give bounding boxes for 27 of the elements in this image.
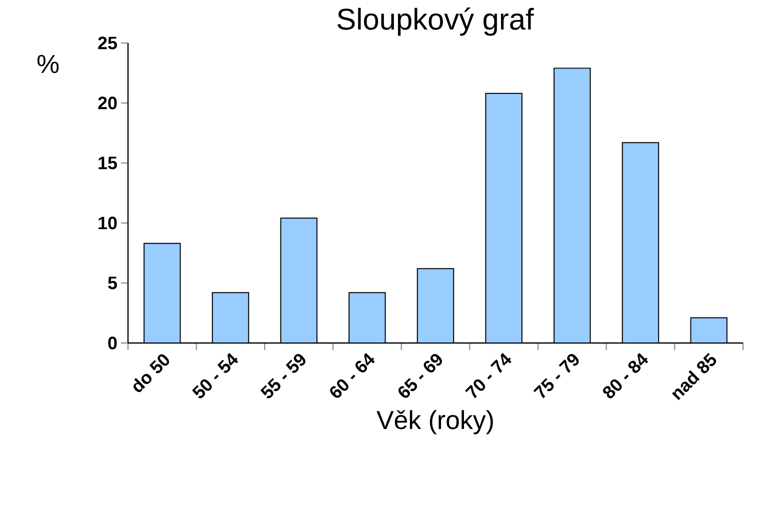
bar: [622, 142, 660, 343]
y-axis-title: %: [37, 54, 59, 74]
bar: [348, 292, 386, 343]
x-tick-label: do 50: [133, 354, 170, 392]
x-tick-label: 65 - 69: [398, 354, 442, 398]
x-tick-label: nad 85: [672, 352, 716, 400]
bar: [554, 68, 591, 343]
bar: [690, 317, 728, 343]
x-tick-label: 60 - 64: [330, 353, 375, 398]
x-axis-title: Věk (roky): [376, 410, 493, 434]
x-tick-label: 50 - 54: [192, 353, 238, 398]
bar: [416, 268, 454, 343]
x-tick-label: 55 - 59: [260, 354, 306, 398]
x-tick-label: 80 - 84: [603, 353, 648, 398]
y-tick-label: 15: [98, 156, 117, 170]
bar: [485, 92, 522, 343]
bar: [212, 292, 250, 343]
y-tick-label: 10: [98, 216, 117, 230]
y-tick-label: 25: [98, 36, 117, 50]
y-tick-label: 0: [108, 336, 117, 350]
x-tick-label: 75 - 79: [533, 354, 579, 398]
bar: [280, 218, 318, 343]
y-tick-label: 20: [98, 96, 117, 110]
chart-title: Sloupkový graf: [338, 8, 534, 36]
bar: [144, 242, 181, 343]
x-tick-label: 70 - 74: [465, 353, 512, 398]
y-tick-label: 5: [108, 276, 117, 290]
